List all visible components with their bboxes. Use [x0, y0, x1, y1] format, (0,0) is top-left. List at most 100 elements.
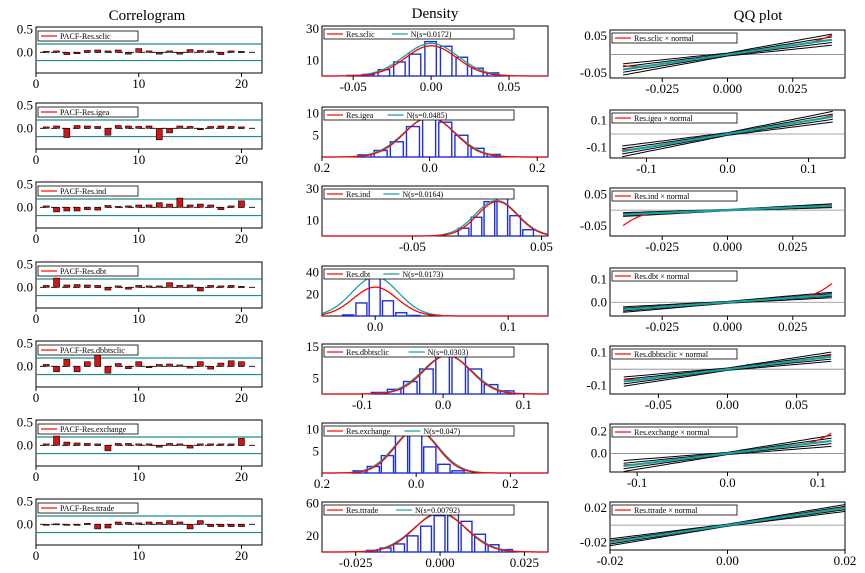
- histogram-bar: [381, 300, 395, 317]
- pacf-bar: [94, 285, 101, 288]
- legend-label: Res.dbt: [346, 270, 371, 279]
- pacf-bar: [176, 364, 184, 367]
- pacf-bar: [197, 203, 204, 208]
- density-column-title: Density: [412, 6, 459, 22]
- pacf-bar: [207, 204, 214, 208]
- x-tick-label: 10: [132, 548, 145, 563]
- pacf-bar: [227, 50, 235, 53]
- y-tick-label: 10: [306, 422, 319, 437]
- x-tick-label: 0.00: [716, 553, 739, 568]
- pacf-bar: [63, 207, 71, 212]
- x-tick-label: 0.02: [834, 553, 857, 568]
- density-panel-2: Res.ind N(s=0.0164) 30 10 -0.05 0.05: [306, 181, 553, 254]
- pacf-bar: [238, 51, 245, 53]
- x-tick-label: 0.05: [498, 79, 521, 94]
- legend-label: Res.exchange × normal: [634, 428, 710, 437]
- correlogram-panel-6: PACF-Res.ttrade 0.5 0.0 0 10 20: [17, 493, 263, 563]
- y-tick-label: 0.0: [17, 44, 33, 59]
- pacf-bar: [176, 285, 184, 288]
- density-panel-1: Res.igea N(s=0.0485) 10 5 0.2 0.0 0.2: [306, 106, 549, 175]
- y-tick-label: 20: [306, 528, 319, 543]
- y-tick-label: 0.0: [591, 445, 607, 460]
- pacf-bar: [166, 363, 173, 367]
- histogram-bar: [408, 53, 422, 77]
- pacf-bar: [186, 523, 194, 530]
- x-tick-label: 0: [33, 390, 40, 405]
- y-tick-label: -0.05: [580, 65, 607, 80]
- pacf-bar: [197, 128, 204, 130]
- legend-label: N(s=0.00792): [415, 506, 460, 515]
- pacf-bar: [114, 206, 122, 208]
- legend-label: N(s=0.0164): [402, 190, 443, 199]
- histogram-bar: [423, 446, 437, 474]
- x-tick-label: 10: [132, 390, 145, 405]
- pacf-bar: [125, 286, 132, 290]
- legend-label: Res.dbbtsclic: [346, 348, 389, 357]
- estimated-density-curve: [321, 286, 548, 317]
- pacf-bar: [186, 126, 194, 129]
- qq-band-line: [623, 443, 832, 470]
- pacf-bar: [176, 125, 184, 129]
- y-tick-label: 0.0: [17, 358, 33, 373]
- histogram-bar: [454, 134, 469, 158]
- legend-label: Res.igea × normal: [634, 114, 693, 123]
- qq-band-line: [622, 110, 833, 147]
- legend-box: [611, 504, 738, 516]
- pacf-bar: [217, 207, 225, 210]
- histogram-bar: [392, 543, 406, 553]
- x-tick-label: 10: [132, 469, 145, 484]
- x-tick-label: -0.1: [636, 161, 657, 176]
- pacf-bar: [238, 200, 245, 208]
- pacf-bar: [42, 126, 50, 129]
- pacf-bar: [166, 282, 173, 288]
- y-tick-label: 0.2: [591, 424, 607, 439]
- pacf-bar: [42, 205, 50, 208]
- legend-box: [611, 270, 738, 282]
- x-tick-label: -0.025: [645, 319, 679, 334]
- pacf-bar: [176, 521, 184, 525]
- x-tick-label: 20: [235, 231, 248, 246]
- pacf-bar: [217, 51, 225, 55]
- legend-box: [37, 30, 139, 42]
- plot-frame: [35, 419, 263, 467]
- pacf-bar: [186, 49, 194, 53]
- legend-label: Res.exchange: [346, 427, 391, 436]
- pacf-bar: [42, 285, 50, 288]
- legend-label: PACF-Res.igea: [60, 108, 110, 117]
- y-tick-label: 10: [306, 212, 319, 227]
- qq-reference-line: [623, 439, 832, 468]
- pacf-bar: [145, 204, 153, 208]
- pacf-bar: [63, 51, 71, 55]
- pacf-bar: [63, 284, 71, 288]
- pacf-bar: [84, 50, 91, 53]
- plot-frame: [35, 26, 263, 74]
- histogram-bar: [433, 515, 446, 553]
- legend-label: Res.sclic × normal: [634, 34, 695, 43]
- plot-frame: [35, 340, 263, 388]
- histogram-bar: [522, 229, 535, 237]
- x-tick-label: -0.025: [645, 81, 679, 96]
- legend-label: Res.ttrade: [346, 506, 379, 515]
- histogram-bar: [451, 470, 465, 474]
- pacf-bar: [42, 51, 50, 53]
- pacf-bar: [166, 203, 173, 208]
- pacf-bar: [94, 523, 101, 530]
- estimated-density-curve: [322, 511, 548, 553]
- x-tick-label: 0.0: [367, 319, 383, 334]
- y-tick-label: 0.0: [17, 120, 33, 135]
- histogram-bar: [437, 463, 451, 474]
- plot-frame: [35, 261, 263, 309]
- legend-box: [37, 502, 139, 514]
- y-tick-label: -0.05: [580, 218, 607, 233]
- x-tick-label: -0.02: [596, 553, 623, 568]
- pacf-bar: [155, 364, 163, 367]
- pacf-bar: [84, 443, 91, 446]
- histogram-bar: [389, 141, 405, 158]
- legend-label: Res.ind × normal: [634, 192, 690, 201]
- y-tick-label: 0.02: [584, 500, 607, 515]
- plot-frame: [321, 343, 549, 395]
- pacf-bar: [104, 205, 112, 208]
- x-tick-label: 0.00: [716, 397, 739, 412]
- x-tick-label: 10: [132, 311, 145, 326]
- pacf-bar: [207, 50, 214, 53]
